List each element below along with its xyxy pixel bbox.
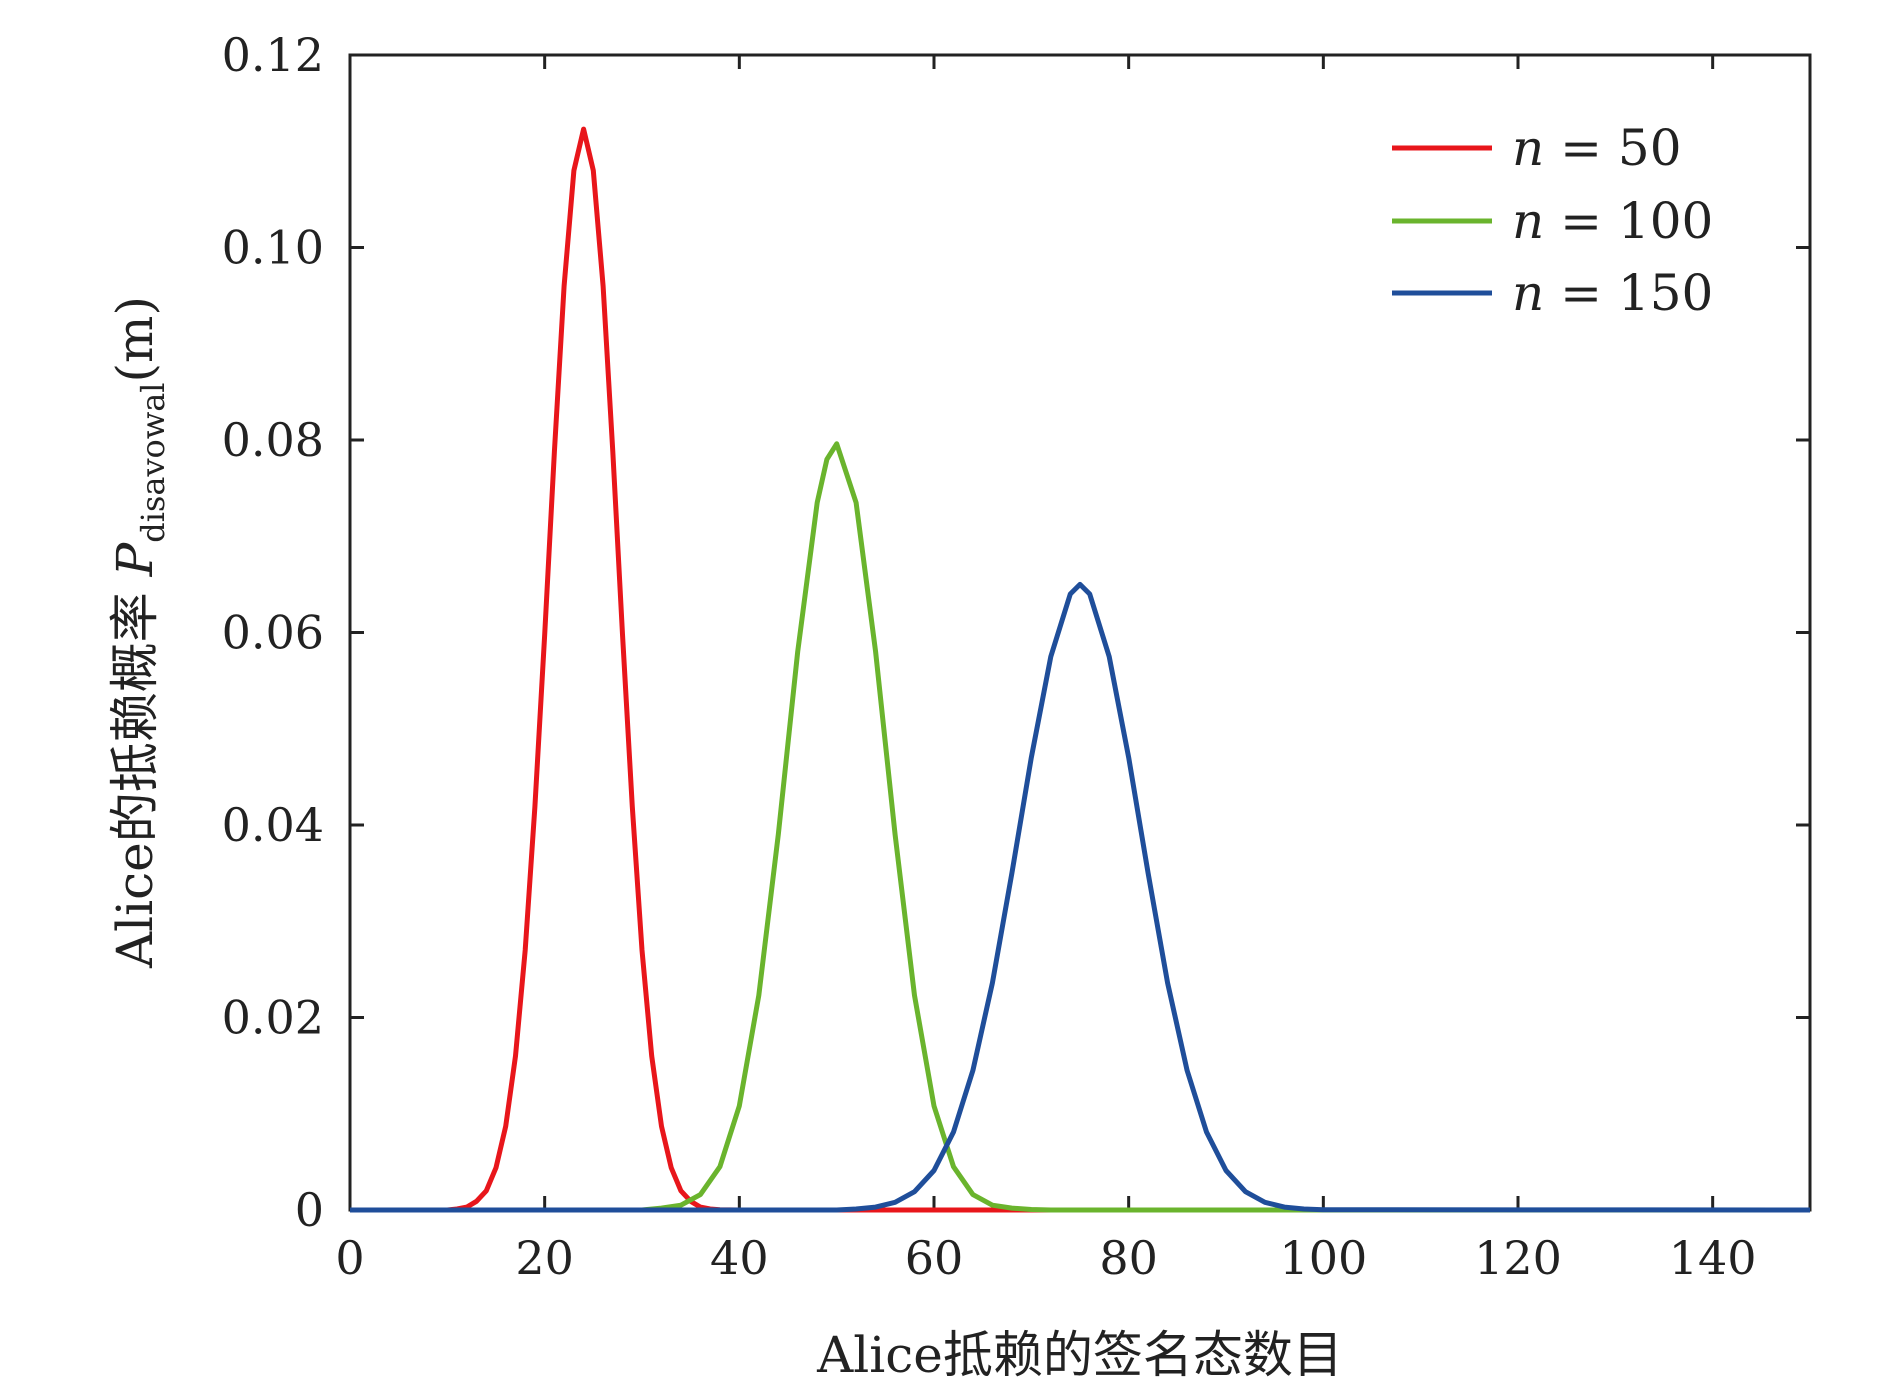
x-axis: 0 20 40 60 80 100 120 140 [335,55,1757,1285]
x-tick-label: 40 [710,1231,769,1285]
y-axis-title-symbol: P [106,541,164,577]
legend-label-n150: n = 150 [1512,264,1713,322]
x-tick-label: 80 [1099,1231,1158,1285]
y-axis-title-prefix: Alice的抵赖概率 [106,576,164,969]
series-line-100 [350,441,1810,1213]
y-axis-title: Alice的抵赖概率 Pdisavowal(m) [106,296,172,969]
x-tick-label: 120 [1474,1231,1562,1285]
y-tick-label: 0.06 [222,606,324,660]
y-axis-title-subscript: disavowal [134,382,172,542]
x-tick-label: 140 [1669,1231,1757,1285]
y-tick-label: 0.08 [222,413,324,467]
x-axis-title: Alice抵赖的签名态数目 [816,1326,1343,1384]
y-axis: 0 0.02 0.04 0.06 0.08 0.10 0.12 [222,28,1810,1237]
plot-area: 0 0.02 0.04 0.06 0.08 0.10 0.12 0 20 40 60 80 100 12… [222,28,1812,1285]
y-tick-label: 0 [295,1183,324,1237]
legend-label-n50: n = 50 [1512,119,1682,177]
x-tick-label: 20 [515,1231,574,1285]
svg-text:Alice的抵赖概率 Pdisavowal(m): Alice的抵赖概率 Pdisavowal(m) [106,296,172,969]
x-tick-label: 60 [905,1231,964,1285]
y-axis-title-arg: (m) [106,296,164,382]
series-lines [350,126,1811,1213]
y-tick-label: 0.10 [222,221,324,275]
series-line-150 [350,581,1811,1213]
y-tick-label: 0.02 [222,991,324,1045]
y-tick-label: 0.12 [222,28,324,82]
x-tick-label: 0 [335,1231,364,1285]
legend-label-n100: n = 100 [1512,192,1713,250]
legend: n = 50 n = 100 n = 150 [1392,119,1713,322]
x-tick-label: 100 [1279,1231,1367,1285]
y-tick-label: 0.04 [222,798,324,852]
